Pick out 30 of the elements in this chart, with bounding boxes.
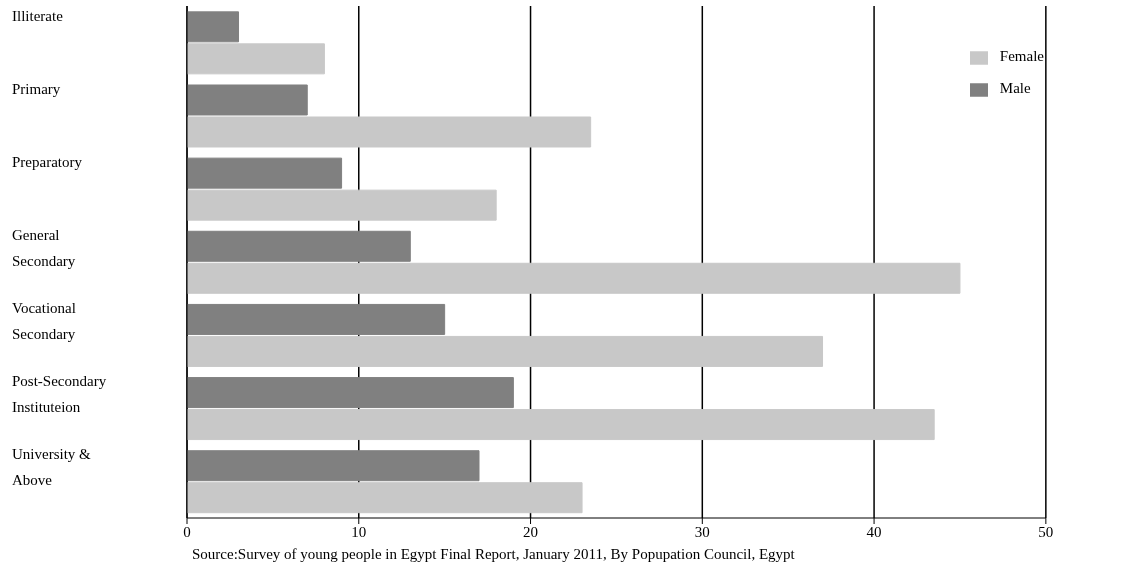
legend-label: Male bbox=[999, 80, 1031, 96]
x-tick-label: 20 bbox=[523, 523, 539, 540]
x-tick-label: 0 bbox=[183, 523, 191, 540]
bar bbox=[187, 482, 583, 514]
x-tick-label: 10 bbox=[351, 523, 367, 540]
bar bbox=[187, 43, 325, 75]
legend-label: Female bbox=[999, 48, 1044, 64]
x-tick-label: 40 bbox=[866, 523, 882, 540]
bar bbox=[187, 450, 480, 482]
bar bbox=[187, 157, 343, 189]
y-tick-label: Post-Secondary Instituteion bbox=[12, 373, 107, 416]
y-tick-label: General Secondary bbox=[12, 227, 76, 269]
y-tick-label: Preparatory bbox=[12, 153, 83, 170]
y-tick-label: Vocational Secondary bbox=[12, 300, 76, 343]
source-note: Source:Survey of young people in Egypt Final Report, January 2011, By Popupation Council, Egypt bbox=[191, 546, 796, 563]
y-tick-label: University & Above bbox=[12, 446, 92, 489]
x-tick-label: 50 bbox=[1038, 523, 1054, 540]
x-tick-label: 30 bbox=[694, 523, 710, 540]
y-tick-label: Illiterate bbox=[12, 7, 64, 24]
bar bbox=[187, 262, 961, 294]
bar bbox=[187, 116, 592, 148]
bar bbox=[187, 11, 240, 43]
y-tick-label: Primary bbox=[12, 80, 61, 97]
bar bbox=[187, 189, 497, 221]
bar bbox=[187, 409, 935, 441]
bar bbox=[187, 303, 446, 335]
bar bbox=[187, 377, 514, 409]
bar bbox=[187, 230, 411, 262]
bar bbox=[187, 335, 824, 367]
bar bbox=[187, 84, 308, 116]
